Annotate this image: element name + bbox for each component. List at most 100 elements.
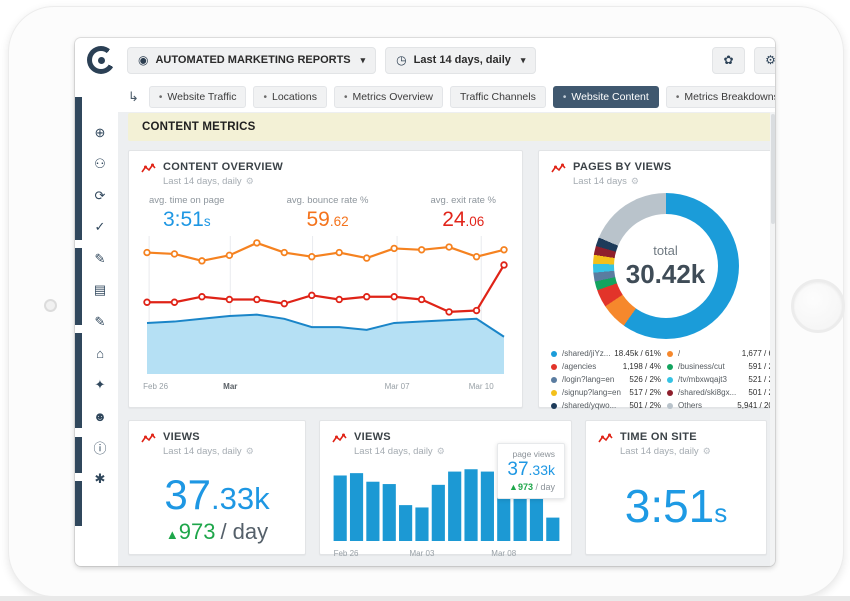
card-subtitle: Last 14 days, daily	[163, 176, 242, 187]
pages-donut-chart[interactable]: total 30.42k	[593, 193, 739, 339]
svg-text:Feb 26: Feb 26	[143, 382, 168, 391]
svg-text:Mar 08: Mar 08	[491, 549, 516, 558]
sparkline-icon	[141, 433, 156, 444]
page-bottom-bar	[0, 596, 850, 601]
up-triangle-icon: ▲	[509, 482, 518, 492]
stat-avg-bounce-rate-: avg. bounce rate %59.62	[287, 195, 369, 232]
pages-legend: /shared/jiYz...18.45k / 61%/agencies1,19…	[551, 347, 775, 412]
card-title: CONTENT OVERVIEW	[163, 161, 283, 173]
date-range-label: Last 14 days, daily	[414, 54, 511, 66]
tab-website-traffic[interactable]: •Website Traffic	[149, 86, 247, 108]
card-title: VIEWS	[354, 431, 445, 443]
gear-icon[interactable]: ⚙	[246, 176, 254, 186]
pages-by-views-card: PAGES BY VIEWS Last 14 days⚙ total 30.42…	[538, 150, 775, 408]
info-icon[interactable]: ⓘ	[93, 432, 106, 464]
legend-dot-icon	[551, 403, 557, 409]
gear-icon: ⚙	[765, 53, 775, 67]
reports-icon[interactable]: ▤	[94, 275, 106, 307]
sidebar-strip	[75, 248, 82, 325]
sidebar-strip	[75, 333, 82, 428]
legend-dot-icon	[551, 377, 557, 383]
card-subtitle: Last 14 days, daily	[620, 446, 699, 457]
card-subtitle: Last 14 days, daily	[354, 446, 433, 457]
legend-dot-icon	[667, 390, 673, 396]
sidebar-strip	[75, 481, 82, 526]
sparkline-icon	[141, 163, 156, 174]
debug-icon[interactable]: ✱	[95, 464, 106, 496]
legend-dot-icon	[551, 390, 557, 396]
commerce-icon[interactable]: ⌂	[96, 338, 104, 370]
stat-avg-time-on-page: avg. time on page3:51s	[149, 195, 225, 232]
card-subtitle: Last 14 days	[573, 176, 627, 187]
audience-icon[interactable]: ⚇	[94, 149, 106, 181]
legend-dot-icon	[667, 403, 673, 409]
home-button[interactable]	[791, 279, 845, 333]
tab-metrics-overview[interactable]: •Metrics Overview	[334, 86, 443, 108]
legend-item: Others5,941 / 20%	[667, 399, 775, 412]
stat-avg-exit-rate-: avg. exit rate %24.06	[431, 195, 496, 232]
legend-item: /1,677 / 6%	[667, 347, 775, 360]
scrollbar-thumb[interactable]	[771, 114, 775, 224]
annotations-icon[interactable]: ✎	[95, 306, 106, 338]
pages-legend-right: /1,677 / 6%/business/cut591 / 2%/tv/mbxw…	[667, 347, 775, 412]
tab-metrics-breakdowns[interactable]: •Metrics Breakdowns	[666, 86, 775, 108]
sessions-icon[interactable]: ⟳	[95, 180, 106, 212]
legend-item: /business/cut591 / 2%	[667, 360, 775, 373]
main-content: CONTENT METRICS CONTENT OVERVIEW Last 14…	[118, 112, 775, 566]
legend-item: /shared/yqwo...501 / 2%	[551, 399, 661, 412]
legend-dot-icon	[551, 364, 557, 370]
date-range-selector[interactable]: ◷ Last 14 days, daily ▾	[385, 47, 536, 74]
clock-icon: ◷	[396, 53, 406, 67]
sparkline-icon	[598, 433, 613, 444]
scrollbar-track[interactable]	[770, 112, 775, 566]
content-overview-chart[interactable]: Feb 26 Mar Mar 07 Mar 10	[141, 236, 510, 394]
legend-dot-icon	[667, 351, 673, 357]
gear-icon[interactable]: ⚙	[437, 446, 445, 456]
integrations-icon[interactable]: ✦	[95, 369, 106, 401]
svg-text:Mar 07: Mar 07	[385, 382, 410, 391]
legend-item: /login?lang=en526 / 2%	[551, 373, 661, 386]
chevron-down-icon: ▾	[361, 55, 366, 66]
account-icon[interactable]: ☻	[93, 401, 107, 433]
views-big-number: 37.33k	[141, 471, 293, 519]
logo-dot-icon	[98, 57, 105, 64]
gear-icon[interactable]: ⚙	[246, 446, 254, 456]
legend-item: /tv/mbxwqajt3521 / 2%	[667, 373, 775, 386]
palette-icon: ✿	[723, 53, 733, 67]
gear-icon[interactable]: ⚙	[631, 176, 639, 186]
section-header: CONTENT METRICS	[128, 113, 772, 141]
report-selector-label: AUTOMATED MARKETING REPORTS	[155, 54, 350, 66]
sparkline-icon	[551, 163, 566, 174]
goals-icon[interactable]: ✓	[95, 212, 106, 244]
sidebar-strip	[75, 437, 82, 473]
up-triangle-icon: ▲	[166, 527, 179, 542]
camera-dot	[44, 299, 57, 312]
legend-dot-icon	[551, 351, 557, 357]
dashboard-window: ◉ AUTOMATED MARKETING REPORTS ▾ ◷ Last 1…	[75, 38, 775, 566]
edit-icon[interactable]: ✎	[95, 243, 106, 275]
legend-item: /shared/ski8gx...501 / 2%	[667, 386, 775, 399]
app-logo	[87, 46, 115, 74]
section-header-label: CONTENT METRICS	[142, 121, 256, 133]
tab-website-content[interactable]: •Website Content	[553, 86, 659, 108]
svg-text:Mar: Mar	[223, 382, 237, 391]
views-delta: ▲973/ day	[141, 519, 293, 545]
card-title: VIEWS	[163, 431, 254, 443]
gear-icon[interactable]: ⚙	[703, 446, 711, 456]
branch-arrow-icon: ↳	[128, 89, 139, 105]
content-overview-card: CONTENT OVERVIEW Last 14 days, daily ⚙ av…	[128, 150, 523, 408]
tab-locations[interactable]: •Locations	[253, 86, 326, 108]
svg-text:Mar 10: Mar 10	[469, 382, 494, 391]
globe-icon: ◉	[138, 53, 148, 67]
legend-item: /agencies1,198 / 4%	[551, 360, 661, 373]
tab-traffic-channels[interactable]: Traffic Channels	[450, 86, 546, 108]
traffic-icon[interactable]: ⊕	[95, 117, 106, 149]
donut-total-value: 30.42k	[626, 259, 706, 290]
report-selector[interactable]: ◉ AUTOMATED MARKETING REPORTS ▾	[127, 47, 376, 74]
svg-text:Feb 26: Feb 26	[334, 549, 359, 558]
sidebar-strip	[75, 97, 82, 240]
time-on-site-card: TIME ON SITE Last 14 days, daily⚙ 3:51s	[585, 420, 767, 555]
views-chart-card: VIEWS Last 14 days, daily⚙ Feb 26Mar 03M…	[319, 420, 572, 555]
theme-button[interactable]: ✿	[712, 47, 745, 74]
settings-button[interactable]: ⚙	[754, 47, 775, 74]
